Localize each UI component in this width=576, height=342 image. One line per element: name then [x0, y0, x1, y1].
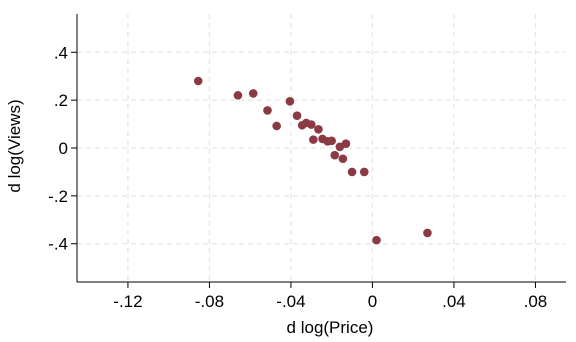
axes: [71, 14, 566, 288]
scatter-point: [341, 139, 351, 148]
x-tick-label: -.08: [195, 292, 224, 311]
scatter-point: [330, 150, 340, 160]
y-tick-label: 0: [59, 139, 68, 158]
scatter-point: [338, 154, 348, 164]
scatter-point: [327, 136, 336, 146]
tick-labels: -.12 -.08 -.04 0 .04 .08 -.4 -.2 0 .2 .4: [48, 43, 547, 311]
x-tick-label: .08: [524, 292, 548, 311]
grid: [77, 14, 566, 282]
data-points: [193, 76, 432, 245]
y-tick-label: .4: [54, 43, 68, 62]
scatter-point: [263, 106, 272, 115]
scatter-point: [309, 135, 318, 144]
x-tick-label: .04: [442, 292, 466, 311]
y-tick-label: -.2: [48, 187, 68, 206]
y-tick-label: -.4: [48, 235, 68, 254]
x-tick-label: 0: [368, 292, 377, 311]
scatter-point: [292, 111, 302, 120]
x-tick-label: -.04: [276, 292, 305, 311]
y-axis-label: d log(Views): [5, 99, 24, 192]
scatter-point: [372, 235, 381, 245]
scatter-point: [233, 91, 243, 100]
scatter-point: [248, 89, 258, 98]
scatter-point: [193, 76, 203, 86]
scatter-point: [307, 120, 316, 129]
scatter-point: [347, 167, 357, 177]
scatter-point: [314, 125, 323, 134]
scatter-point: [285, 97, 295, 106]
x-tick-label: -.12: [113, 292, 142, 311]
scatter-point: [272, 121, 281, 131]
x-axis-label: d log(Price): [287, 318, 374, 337]
y-tick-label: .2: [54, 91, 68, 110]
scatter-point: [359, 167, 369, 177]
scatter-point: [423, 228, 432, 238]
